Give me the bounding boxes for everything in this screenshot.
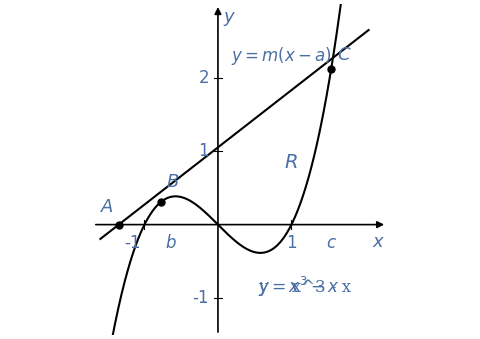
Text: x: x — [372, 234, 384, 252]
Text: A: A — [100, 198, 113, 216]
Text: b: b — [165, 234, 176, 252]
Text: $y = m(x - a)$: $y = m(x - a)$ — [231, 45, 332, 66]
Text: -1: -1 — [192, 289, 209, 307]
Text: R: R — [285, 153, 298, 172]
Text: B: B — [167, 173, 179, 191]
Text: $y = x^3 - x$: $y = x^3 - x$ — [258, 275, 340, 299]
Text: 1: 1 — [199, 142, 209, 160]
Text: 2: 2 — [199, 69, 209, 87]
Text: y: y — [224, 8, 234, 26]
Text: c: c — [326, 234, 336, 252]
Text: C: C — [337, 45, 349, 63]
Text: 1: 1 — [286, 234, 297, 252]
Text: y = x^3 - x: y = x^3 - x — [258, 279, 351, 296]
Text: -1: -1 — [124, 234, 141, 252]
